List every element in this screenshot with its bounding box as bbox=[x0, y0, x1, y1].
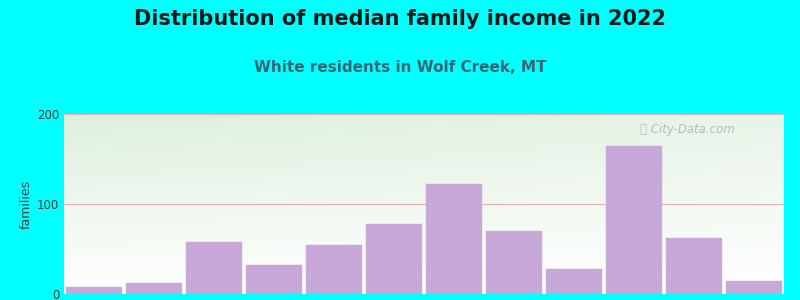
Bar bbox=[606, 146, 662, 294]
Bar bbox=[66, 287, 122, 294]
Y-axis label: families: families bbox=[20, 179, 33, 229]
Bar bbox=[366, 224, 422, 294]
Text: White residents in Wolf Creek, MT: White residents in Wolf Creek, MT bbox=[254, 60, 546, 75]
Text: ⓘ City-Data.com: ⓘ City-Data.com bbox=[640, 123, 735, 136]
Bar bbox=[306, 244, 362, 294]
Bar bbox=[486, 231, 542, 294]
Text: Distribution of median family income in 2022: Distribution of median family income in … bbox=[134, 9, 666, 29]
Bar bbox=[666, 238, 722, 294]
Bar bbox=[426, 184, 482, 294]
Bar bbox=[126, 283, 182, 294]
Bar bbox=[186, 242, 242, 294]
Bar bbox=[246, 265, 302, 294]
Bar bbox=[726, 280, 782, 294]
Bar bbox=[546, 269, 602, 294]
